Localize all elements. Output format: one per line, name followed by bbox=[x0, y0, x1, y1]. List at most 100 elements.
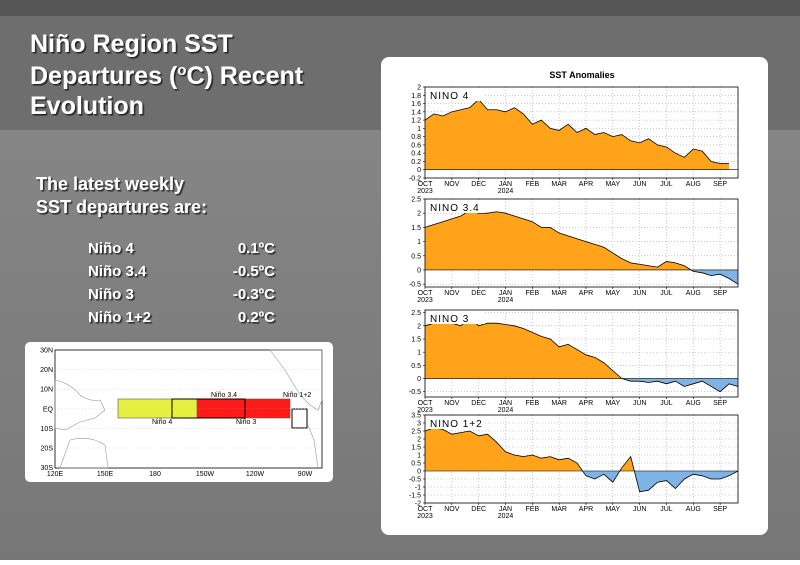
y-tick-label: 2.5 bbox=[411, 197, 421, 204]
nino4-box bbox=[117, 398, 199, 419]
y-tick-label: -2 bbox=[415, 501, 421, 508]
x-tick-label: OCT bbox=[418, 290, 434, 297]
region-value: 0.2ºC bbox=[238, 309, 275, 326]
region-label: Niño 3.4 bbox=[211, 392, 237, 399]
y-tick-label: 2.5 bbox=[411, 310, 421, 317]
x-tick-label: AUG bbox=[686, 181, 701, 188]
x-tick-label: APR bbox=[579, 506, 593, 513]
x-tick-label: FEB bbox=[526, 290, 540, 297]
x-tick-label: JAN bbox=[499, 400, 512, 407]
region-value: -0.5ºC bbox=[233, 263, 275, 280]
x-tick-label: NOV bbox=[444, 290, 460, 297]
plot-border bbox=[424, 414, 739, 504]
x-tick-label: MAR bbox=[551, 506, 567, 513]
panel-title: SST Anomalies bbox=[549, 70, 614, 80]
x-tick-label: APR bbox=[579, 400, 593, 407]
chart-title: NINO 4 bbox=[430, 91, 469, 102]
region-label: Niño 4 bbox=[152, 419, 172, 426]
region-label: Niño 3 bbox=[236, 419, 256, 426]
title-part: Departures ( bbox=[30, 62, 178, 90]
lat-label: 20S bbox=[41, 446, 54, 453]
land bbox=[54, 379, 106, 431]
lon-label: 120E bbox=[47, 471, 64, 478]
region-value: 0.1ºC bbox=[238, 240, 275, 257]
slide-title: Niño Region SST bbox=[30, 30, 233, 58]
x-tick-label: DEC bbox=[471, 400, 486, 407]
title-bg bbox=[427, 201, 485, 213]
x-tick-label: SEP bbox=[713, 290, 727, 297]
region-value: -0.3ºC bbox=[233, 286, 275, 303]
title-superscript: o bbox=[177, 62, 186, 79]
year-label: 2023 bbox=[417, 188, 433, 195]
region-name: Niño 4 bbox=[88, 240, 134, 257]
lat-label: 30N bbox=[40, 348, 53, 355]
x-tick-label: FEB bbox=[526, 400, 540, 407]
x-tick-label: AUG bbox=[686, 290, 701, 297]
x-tick-label: JAN bbox=[499, 181, 512, 188]
y-tick-label: 2 bbox=[417, 85, 421, 92]
area-line bbox=[424, 317, 739, 393]
lat-label: 10S bbox=[41, 426, 54, 433]
x-tick-label: OCT bbox=[418, 400, 434, 407]
y-tick-label: 0.6 bbox=[411, 142, 421, 149]
year-label: 2024 bbox=[498, 513, 514, 520]
y-tick-label: 0 bbox=[417, 469, 421, 476]
x-tick-label: JUL bbox=[660, 290, 673, 297]
y-tick-label: -0.5 bbox=[409, 389, 421, 396]
y-tick-label: 0 bbox=[417, 167, 421, 174]
year-label: 2023 bbox=[417, 297, 433, 304]
y-tick-label: 1 bbox=[417, 239, 421, 246]
area-positive bbox=[425, 317, 738, 379]
y-tick-label: 1 bbox=[417, 350, 421, 357]
y-tick-label: -0.5 bbox=[409, 477, 421, 484]
y-tick-label: 0.2 bbox=[411, 159, 421, 166]
y-tick-label: 1.2 bbox=[411, 118, 421, 125]
x-tick-label: MAR bbox=[551, 400, 567, 407]
x-tick-label: JUN bbox=[633, 506, 647, 513]
y-tick-label: -0.5 bbox=[409, 282, 421, 289]
y-tick-label: 1.5 bbox=[411, 445, 421, 452]
subtitle: The latest weekly bbox=[36, 174, 184, 194]
lon-label: 150E bbox=[97, 471, 114, 478]
y-tick-label: 2.5 bbox=[411, 429, 421, 436]
lon-label: 150W bbox=[196, 471, 215, 478]
plot-border bbox=[424, 309, 739, 398]
x-tick-label: NOV bbox=[444, 506, 460, 513]
land bbox=[269, 349, 323, 411]
x-tick-label: SEP bbox=[713, 400, 727, 407]
y-tick-label: 0.5 bbox=[411, 253, 421, 260]
region-name: Niño 1+2 bbox=[88, 309, 151, 326]
x-tick-label: JUN bbox=[633, 181, 647, 188]
lon-label: 180 bbox=[149, 471, 161, 478]
y-tick-label: 1.5 bbox=[411, 225, 421, 232]
title-bg bbox=[427, 312, 485, 324]
lat-label: 20N bbox=[40, 367, 53, 374]
year-label: 2024 bbox=[498, 188, 514, 195]
lon-label: 120W bbox=[246, 471, 265, 478]
x-tick-label: FEB bbox=[526, 181, 540, 188]
lat-label: 30S bbox=[41, 465, 54, 472]
x-tick-label: AUG bbox=[686, 506, 701, 513]
y-tick-label: 0.5 bbox=[411, 461, 421, 468]
x-tick-label: DEC bbox=[471, 181, 486, 188]
title-bg bbox=[427, 89, 485, 101]
chart-title: NINO 3.4 bbox=[430, 203, 480, 214]
x-tick-label: DEC bbox=[471, 290, 486, 297]
x-tick-label: MAY bbox=[605, 181, 620, 188]
y-tick-label: 2 bbox=[417, 437, 421, 444]
year-label: 2023 bbox=[417, 407, 433, 414]
area-negative bbox=[425, 471, 738, 492]
slide-title: Departures (oC) Recent bbox=[30, 62, 304, 90]
x-tick-label: DEC bbox=[471, 506, 486, 513]
area-positive bbox=[425, 427, 738, 471]
y-tick-label: 3 bbox=[417, 421, 421, 428]
slide-title: Evolution bbox=[30, 92, 144, 120]
x-tick-label: JUN bbox=[633, 290, 647, 297]
x-tick-label: FEB bbox=[526, 506, 540, 513]
chart-title: NINO 1+2 bbox=[430, 419, 483, 430]
title-part: C) Recent bbox=[186, 62, 303, 90]
x-tick-label: JUN bbox=[633, 400, 647, 407]
x-tick-label: NOV bbox=[444, 181, 460, 188]
